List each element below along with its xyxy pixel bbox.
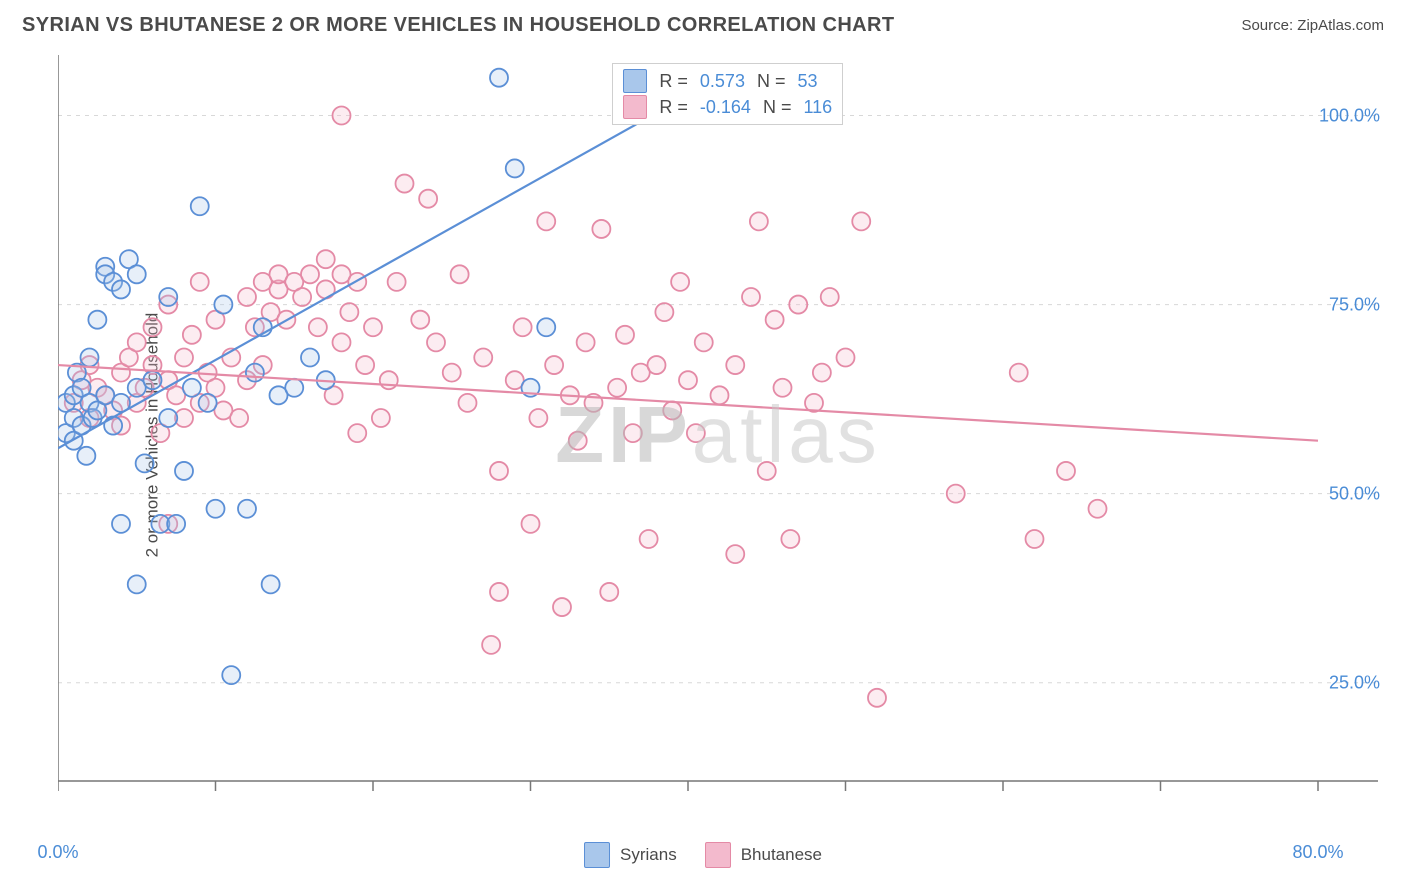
ytick-label: 100.0% — [1319, 105, 1380, 126]
chart-source: Source: ZipAtlas.com — [1241, 17, 1384, 34]
ytick-label: 50.0% — [1329, 483, 1380, 504]
legend-item-syrians: Syrians — [584, 842, 677, 868]
ytick-label: 25.0% — [1329, 672, 1380, 693]
series-legend: Syrians Bhutanese — [584, 842, 822, 868]
legend-swatch-icon — [584, 842, 610, 868]
scatter-plot-svg — [58, 55, 1378, 815]
legend-row-syrians: R = 0.573 N = 53 — [623, 68, 832, 94]
ytick-label: 75.0% — [1329, 294, 1380, 315]
chart-title: SYRIAN VS BHUTANESE 2 OR MORE VEHICLES I… — [22, 14, 894, 37]
chart-area: 2 or more Vehicles in Household ZIPatlas… — [50, 55, 1390, 815]
chart-header: SYRIAN VS BHUTANESE 2 OR MORE VEHICLES I… — [0, 0, 1406, 47]
plot-area: ZIPatlas R = 0.573 N = 53 R = -0.164 N =… — [58, 55, 1378, 815]
xtick-label: 0.0% — [37, 842, 78, 863]
xtick-label: 80.0% — [1292, 842, 1343, 863]
legend-item-bhutanese: Bhutanese — [705, 842, 822, 868]
correlation-legend: R = 0.573 N = 53 R = -0.164 N = 116 — [612, 63, 843, 125]
legend-row-bhutanese: R = -0.164 N = 116 — [623, 94, 832, 120]
legend-swatch-icon — [705, 842, 731, 868]
legend-swatch-bhutanese — [623, 95, 647, 119]
legend-swatch-syrians — [623, 69, 647, 93]
